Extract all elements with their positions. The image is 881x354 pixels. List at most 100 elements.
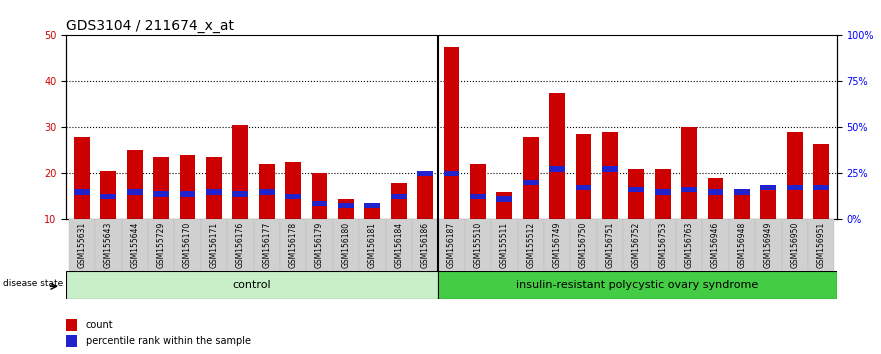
- Bar: [233, 192, 248, 197]
- Text: GSM156752: GSM156752: [632, 222, 640, 268]
- Bar: [491, 219, 517, 271]
- Bar: [702, 219, 729, 271]
- Bar: [517, 219, 544, 271]
- Bar: [148, 219, 174, 271]
- Bar: [813, 143, 829, 219]
- Bar: [549, 93, 565, 219]
- Bar: [522, 180, 538, 185]
- Text: GSM156763: GSM156763: [685, 222, 693, 268]
- Bar: [444, 47, 459, 219]
- Bar: [74, 137, 90, 219]
- Bar: [69, 219, 95, 271]
- Bar: [734, 192, 750, 219]
- Text: GSM156171: GSM156171: [210, 222, 218, 268]
- Bar: [655, 189, 670, 195]
- Text: GSM156181: GSM156181: [367, 222, 377, 268]
- Bar: [787, 184, 803, 190]
- Text: GDS3104 / 211674_x_at: GDS3104 / 211674_x_at: [66, 19, 234, 33]
- Bar: [418, 173, 433, 219]
- Bar: [254, 219, 280, 271]
- Text: percentile rank within the sample: percentile rank within the sample: [86, 336, 251, 346]
- Bar: [122, 219, 148, 271]
- Bar: [365, 203, 381, 209]
- Text: GSM156750: GSM156750: [579, 222, 588, 268]
- Bar: [496, 196, 512, 201]
- Bar: [338, 199, 354, 219]
- Text: GSM156176: GSM156176: [236, 222, 245, 268]
- Bar: [470, 164, 485, 219]
- Bar: [359, 219, 386, 271]
- Bar: [602, 166, 618, 172]
- Text: GSM156170: GSM156170: [183, 222, 192, 268]
- Text: GSM156178: GSM156178: [289, 222, 298, 268]
- Bar: [365, 206, 381, 219]
- Bar: [285, 194, 301, 199]
- Bar: [628, 169, 644, 219]
- Bar: [808, 219, 834, 271]
- Bar: [100, 194, 116, 199]
- Bar: [74, 189, 90, 195]
- Bar: [676, 219, 702, 271]
- Bar: [729, 219, 755, 271]
- Bar: [100, 171, 116, 219]
- Text: GSM156950: GSM156950: [790, 222, 799, 268]
- Bar: [439, 219, 464, 271]
- Bar: [312, 173, 328, 219]
- Text: count: count: [86, 320, 114, 330]
- Bar: [285, 162, 301, 219]
- Bar: [544, 219, 570, 271]
- Text: GSM156751: GSM156751: [605, 222, 614, 268]
- Bar: [522, 137, 538, 219]
- Bar: [180, 192, 196, 197]
- Bar: [681, 187, 697, 192]
- Text: GSM155729: GSM155729: [157, 222, 166, 268]
- Bar: [623, 219, 649, 271]
- Bar: [201, 219, 227, 271]
- Bar: [280, 219, 307, 271]
- Bar: [655, 169, 670, 219]
- Bar: [464, 219, 491, 271]
- Text: GSM155643: GSM155643: [104, 222, 113, 268]
- Bar: [174, 219, 201, 271]
- Text: GSM155512: GSM155512: [526, 222, 536, 268]
- Bar: [781, 219, 808, 271]
- Bar: [575, 134, 591, 219]
- Text: GSM155644: GSM155644: [130, 222, 139, 268]
- Text: GSM156184: GSM156184: [394, 222, 403, 268]
- Text: GSM155631: GSM155631: [78, 222, 86, 268]
- Bar: [755, 219, 781, 271]
- Bar: [602, 132, 618, 219]
- Bar: [206, 157, 222, 219]
- Text: GSM156753: GSM156753: [658, 222, 667, 268]
- Bar: [470, 194, 485, 199]
- Bar: [259, 189, 275, 195]
- Bar: [259, 164, 275, 219]
- Bar: [391, 194, 407, 199]
- Bar: [307, 219, 333, 271]
- Bar: [127, 150, 143, 219]
- Text: GSM156946: GSM156946: [711, 222, 720, 268]
- Bar: [153, 192, 169, 197]
- Bar: [707, 178, 723, 219]
- Bar: [628, 187, 644, 192]
- Text: GSM156180: GSM156180: [342, 222, 351, 268]
- Text: GSM156186: GSM156186: [420, 222, 430, 268]
- Bar: [180, 155, 196, 219]
- Bar: [438, 271, 837, 299]
- Bar: [66, 319, 78, 331]
- Bar: [760, 187, 776, 219]
- Bar: [66, 335, 78, 347]
- Text: GSM156749: GSM156749: [552, 222, 561, 268]
- Bar: [391, 183, 407, 219]
- Bar: [570, 219, 596, 271]
- Bar: [596, 219, 623, 271]
- Bar: [227, 219, 254, 271]
- Bar: [813, 184, 829, 190]
- Bar: [66, 271, 438, 299]
- Bar: [760, 184, 776, 190]
- Bar: [206, 189, 222, 195]
- Text: disease state: disease state: [4, 279, 63, 288]
- Bar: [444, 171, 459, 176]
- Bar: [338, 203, 354, 209]
- Text: GSM156179: GSM156179: [315, 222, 324, 268]
